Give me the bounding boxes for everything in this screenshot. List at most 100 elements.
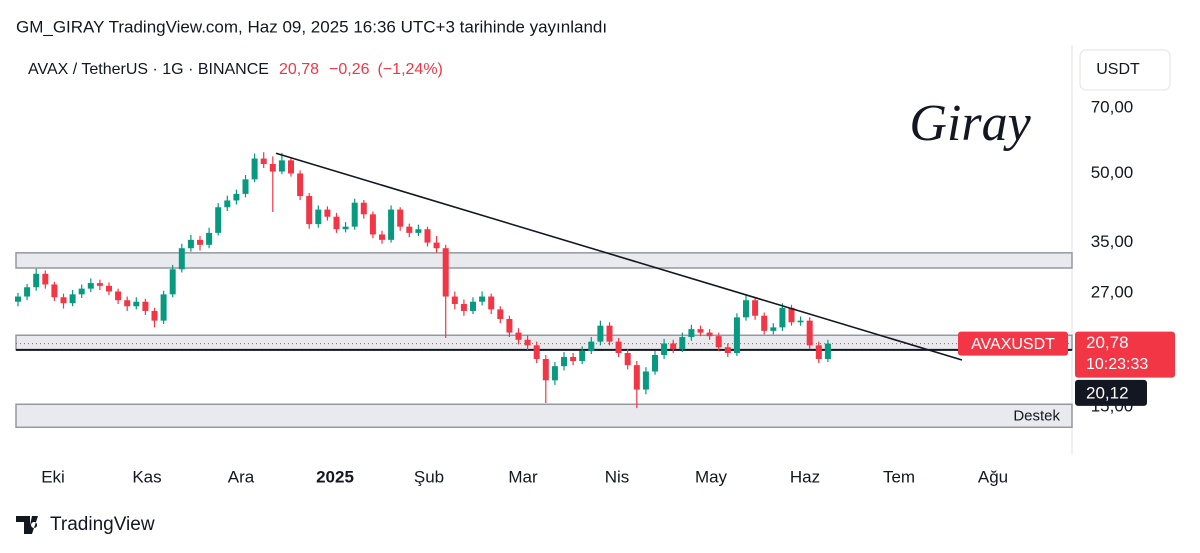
candle-body <box>260 158 267 164</box>
candle-body <box>15 296 21 302</box>
candle-body <box>178 248 185 270</box>
tv-logo <box>16 516 38 534</box>
candle-body <box>187 239 194 249</box>
currency: USDT <box>1096 61 1140 78</box>
candle-body <box>397 209 404 227</box>
candle-body <box>60 297 67 304</box>
candle-body <box>351 202 358 227</box>
x-tick-label: 2025 <box>316 467 354 486</box>
ticker-label: AVAXUSDT <box>971 336 1055 353</box>
candle-body <box>278 160 285 172</box>
x-tick-label: May <box>695 467 728 486</box>
candle-body <box>642 371 649 390</box>
x-tick-label: Eki <box>41 467 65 486</box>
candle-body <box>715 336 722 348</box>
zone <box>15 403 1073 429</box>
candle-body <box>24 287 31 297</box>
x-tick-label: Haz <box>790 467 820 486</box>
candle-body <box>615 341 622 354</box>
candle-body <box>379 234 385 240</box>
signature: Giray <box>909 95 1031 152</box>
candle-body <box>551 366 558 381</box>
zone <box>15 252 1073 269</box>
last-price: 20,78 <box>279 61 319 78</box>
zone-label: Destek <box>1013 408 1060 425</box>
level-tag <box>1075 379 1147 406</box>
y-tick-label: 70,00 <box>1091 98 1134 117</box>
candle-body <box>242 179 249 194</box>
footer: TradingView <box>50 514 155 535</box>
candle-body <box>706 332 713 337</box>
trendline <box>275 152 963 361</box>
candle-body <box>33 273 40 288</box>
candle-body <box>160 294 167 321</box>
header: GM_GIRAY TradingView.com, Haz 09, 2025 1… <box>16 17 607 36</box>
candle-body <box>360 202 367 215</box>
candle-body <box>142 301 149 311</box>
y-tick-label: 27,00 <box>1091 282 1134 301</box>
x-tick-label: Mar <box>508 467 538 486</box>
countdown: 10:23:33 <box>1086 356 1148 373</box>
candle-body <box>124 300 131 307</box>
candle-body <box>106 285 112 292</box>
candle-body <box>433 242 440 249</box>
candle-body <box>233 193 240 201</box>
candle-body <box>451 296 458 304</box>
candle-body <box>151 310 158 321</box>
y-tick-label: 35,00 <box>1091 232 1134 251</box>
candle-body <box>724 347 731 354</box>
ticker-tag <box>958 331 1068 356</box>
candle-body <box>770 327 777 331</box>
candle-body <box>761 315 768 331</box>
candle-body <box>269 163 276 172</box>
candle-body <box>688 329 695 338</box>
price-tag <box>1075 331 1175 378</box>
candle-body <box>779 307 786 328</box>
candle-body <box>324 209 331 217</box>
candle-body <box>570 356 577 362</box>
candle-body <box>406 226 413 233</box>
candle-body <box>78 288 85 295</box>
candle-body <box>342 226 349 230</box>
candle-body <box>515 332 522 340</box>
candle-body <box>306 196 313 225</box>
candle-body <box>51 284 58 298</box>
candle-body <box>333 216 340 230</box>
candle-body <box>42 273 49 285</box>
plot: Destek <box>15 152 1073 429</box>
x-tick-label: Ara <box>228 467 255 486</box>
x-tick-label: Şub <box>414 467 444 486</box>
candle-body <box>524 339 531 346</box>
currency-box[interactable] <box>1079 49 1171 91</box>
candle-body <box>815 345 822 359</box>
candle-body <box>197 239 203 245</box>
candle-body <box>743 300 749 318</box>
candle-body <box>506 318 513 333</box>
candle-body <box>488 296 495 310</box>
x-tick-label: Nis <box>605 467 630 486</box>
candle-body <box>824 343 831 359</box>
candle-body <box>797 320 804 323</box>
candle-body <box>679 337 686 350</box>
candle-body <box>733 317 740 354</box>
candle-body <box>624 353 631 366</box>
candle-body <box>460 303 467 311</box>
candle-body <box>533 345 540 359</box>
candle-body <box>206 232 213 245</box>
x-tick-label: Ağu <box>978 467 1008 486</box>
candle-body <box>87 283 94 289</box>
candle-body <box>661 343 668 355</box>
symbol: AVAX / TetherUS · 1G · BINANCE <box>28 61 269 78</box>
candle-body <box>288 160 294 174</box>
candle-body <box>115 291 122 301</box>
candle-body <box>169 269 176 295</box>
candle-body <box>96 283 103 286</box>
candle-body <box>806 320 813 346</box>
zone <box>15 334 1073 351</box>
candle-body <box>479 296 486 302</box>
change-percent: (−1,24%) <box>378 61 443 78</box>
candle-body <box>652 354 658 372</box>
change: −0,26 <box>329 61 370 78</box>
